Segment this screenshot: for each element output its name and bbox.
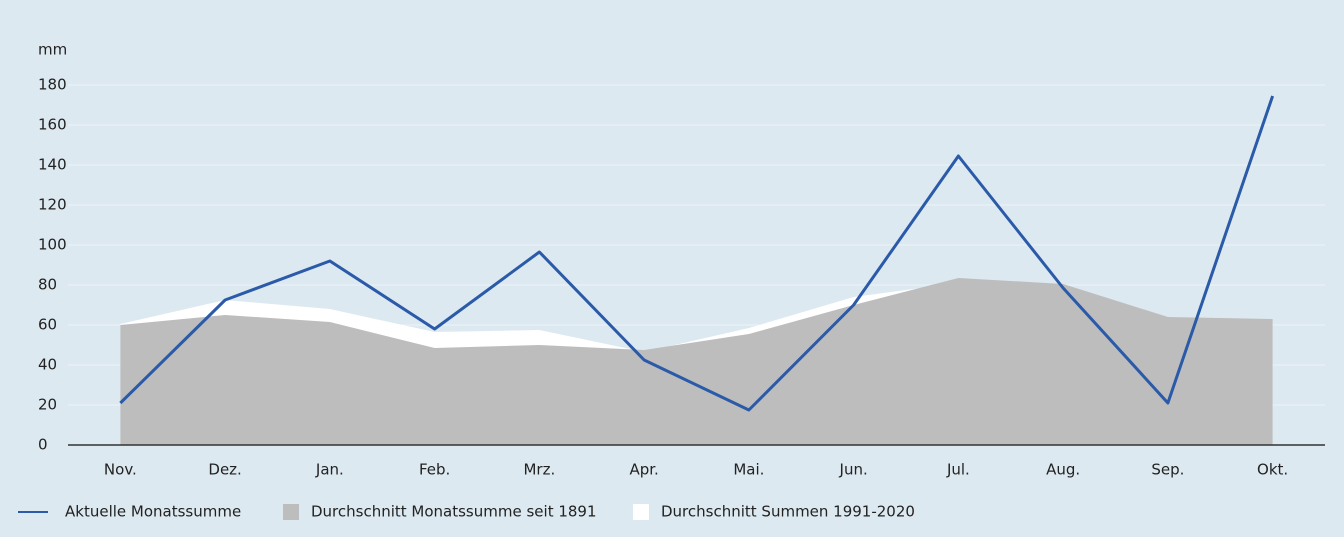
- y-axis-label: mm: [38, 41, 67, 59]
- legend-label: Aktuelle Monatssumme: [65, 503, 241, 521]
- x-tick-label: Jun.: [839, 461, 868, 479]
- area: [120, 278, 1273, 445]
- y-tick-label: 0: [38, 436, 48, 454]
- y-tick-label: 120: [38, 196, 67, 214]
- x-tick-label: Mai.: [733, 461, 764, 479]
- y-tick-label: 60: [38, 316, 57, 334]
- x-tick-label: Jul.: [946, 461, 970, 479]
- x-tick-label: Nov.: [104, 461, 137, 479]
- x-tick-label: Dez.: [208, 461, 241, 479]
- legend-label: Durchschnitt Summen 1991-2020: [661, 503, 915, 521]
- x-tick-label: Mrz.: [523, 461, 555, 479]
- y-tick-label: 80: [38, 276, 57, 294]
- legend-swatch: [633, 504, 649, 520]
- legend-label: Durchschnitt Monatssumme seit 1891: [311, 503, 597, 521]
- x-tick-label: Apr.: [629, 461, 658, 479]
- y-tick-label: 180: [38, 76, 67, 94]
- x-tick-label: Okt.: [1257, 461, 1288, 479]
- x-tick-label: Feb.: [419, 461, 450, 479]
- y-tick-label: 160: [38, 116, 67, 134]
- y-tick-label: 100: [38, 236, 67, 254]
- line: [119, 95, 1275, 412]
- y-tick-label: 140: [38, 156, 67, 174]
- y-tick-label: 20: [38, 396, 57, 414]
- x-tick-label: Sep.: [1151, 461, 1184, 479]
- legend-swatch: [283, 504, 299, 520]
- x-tick-label: Aug.: [1046, 461, 1080, 479]
- y-tick-label: 40: [38, 356, 57, 374]
- x-tick-label: Jan.: [315, 461, 344, 479]
